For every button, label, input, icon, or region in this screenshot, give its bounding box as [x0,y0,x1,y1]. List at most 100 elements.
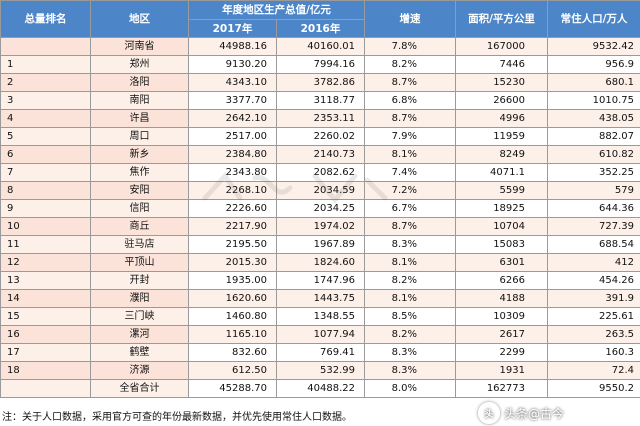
cell-area: 1931 [455,361,548,380]
cell-population: 680.1 [547,73,640,92]
cell-growth: 7.9% [364,127,456,146]
cell-region: 开封 [90,271,189,290]
cell-population: 263.5 [547,325,640,344]
cell-area: 4188 [455,289,548,308]
cell-gdp-2017: 1460.80 [188,307,277,326]
cell-rank: 1 [0,55,91,74]
cell-area: 6301 [455,253,548,272]
cell-area: 7446 [455,55,548,74]
cell-area: 10309 [455,307,548,326]
cell-population: 454.26 [547,271,640,290]
cell-gdp-2016: 3118.77 [276,91,365,110]
cell-gdp-2017: 2217.90 [188,217,277,236]
cell-gdp-2016: 2034.59 [276,181,365,200]
cell-population: 9550.2 [547,379,640,398]
table-row: 9 信阳 2226.60 2034.25 6.7% 18925 644.36 [0,199,640,218]
cell-gdp-2016: 1967.89 [276,235,365,254]
cell-growth: 7.2% [364,181,456,200]
cell-region: 周口 [90,127,189,146]
cell-region: 许昌 [90,109,189,128]
table-row: 全省合计 45288.70 40488.22 8.0% 162773 9550.2 [0,379,640,398]
cell-area: 15230 [455,73,548,92]
cell-region: 南阳 [90,91,189,110]
table-row: 1 郑州 9130.20 7994.16 8.2% 7446 956.9 [0,55,640,74]
cell-region: 安阳 [90,181,189,200]
cell-growth: 8.3% [364,361,456,380]
cell-area: 8249 [455,145,548,164]
cell-population: 225.61 [547,307,640,326]
cell-growth: 6.7% [364,199,456,218]
gdp-table: 总量排名 地区 年度地区生产总值/亿元 增速 面积/平方公里 常住人口/万人 2… [0,0,640,398]
brand-watermark-text: 头条@古今 [504,406,565,421]
cell-gdp-2017: 4343.10 [188,73,277,92]
cell-region: 漯河 [90,325,189,344]
cell-population: 644.36 [547,199,640,218]
cell-rank [0,37,91,56]
cell-gdp-2017: 832.60 [188,343,277,362]
cell-region: 洛阳 [90,73,189,92]
table-row: 河南省 44988.16 40160.01 7.8% 167000 9532.42 [0,37,640,56]
cell-region: 济源 [90,361,189,380]
table-row: 15 三门峡 1460.80 1348.55 8.5% 10309 225.61 [0,307,640,326]
table-row: 13 开封 1935.00 1747.96 8.2% 6266 454.26 [0,271,640,290]
cell-area: 4996 [455,109,548,128]
cell-growth: 8.7% [364,73,456,92]
cell-region: 商丘 [90,217,189,236]
header-region: 地区 [90,0,189,38]
table-row: 7 焦作 2343.80 2082.62 7.4% 4071.1 352.25 [0,163,640,182]
cell-region: 新乡 [90,145,189,164]
table-row: 18 济源 612.50 532.99 8.3% 1931 72.4 [0,361,640,380]
cell-growth: 8.7% [364,217,456,236]
cell-area: 6266 [455,271,548,290]
cell-population: 9532.42 [547,37,640,56]
cell-population: 579 [547,181,640,200]
cell-growth: 8.2% [364,271,456,290]
cell-growth: 7.8% [364,37,456,56]
cell-area: 5599 [455,181,548,200]
cell-population: 610.82 [547,145,640,164]
cell-rank: 10 [0,217,91,236]
cell-gdp-2017: 2226.60 [188,199,277,218]
header-year-2016: 2016年 [276,19,365,38]
brand-watermark: 头 头条@古今 [478,402,564,424]
cell-region: 驻马店 [90,235,189,254]
table-row: 2 洛阳 4343.10 3782.86 8.7% 15230 680.1 [0,73,640,92]
cell-population: 882.07 [547,127,640,146]
cell-gdp-2016: 40488.22 [276,379,365,398]
cell-growth: 8.7% [364,109,456,128]
cell-gdp-2017: 2384.80 [188,145,277,164]
cell-gdp-2017: 1620.60 [188,289,277,308]
cell-gdp-2016: 2260.02 [276,127,365,146]
header-year-2017: 2017年 [188,19,277,38]
table-row: 14 濮阳 1620.60 1443.75 8.1% 4188 391.9 [0,289,640,308]
cell-region: 三门峡 [90,307,189,326]
cell-gdp-2016: 769.41 [276,343,365,362]
cell-population: 391.9 [547,289,640,308]
cell-rank: 3 [0,91,91,110]
table-header: 总量排名 地区 年度地区生产总值/亿元 增速 面积/平方公里 常住人口/万人 2… [0,0,640,38]
cell-growth: 8.1% [364,289,456,308]
cell-rank: 7 [0,163,91,182]
cell-gdp-2017: 2517.00 [188,127,277,146]
cell-region: 河南省 [90,37,189,56]
cell-population: 1010.75 [547,91,640,110]
cell-gdp-2016: 532.99 [276,361,365,380]
table-row: 8 安阳 2268.10 2034.59 7.2% 5599 579 [0,181,640,200]
cell-population: 412 [547,253,640,272]
cell-rank: 17 [0,343,91,362]
cell-growth: 8.2% [364,325,456,344]
table-row: 3 南阳 3377.70 3118.77 6.8% 26600 1010.75 [0,91,640,110]
cell-area: 2617 [455,325,548,344]
cell-gdp-2016: 7994.16 [276,55,365,74]
cell-population: 688.54 [547,235,640,254]
cell-gdp-2017: 1935.00 [188,271,277,290]
cell-region: 濮阳 [90,289,189,308]
cell-growth: 8.5% [364,307,456,326]
cell-growth: 8.1% [364,145,456,164]
cell-population: 956.9 [547,55,640,74]
cell-area: 162773 [455,379,548,398]
cell-gdp-2017: 2268.10 [188,181,277,200]
cell-rank: 6 [0,145,91,164]
table-row: 12 平顶山 2015.30 1824.60 8.1% 6301 412 [0,253,640,272]
cell-rank: 14 [0,289,91,308]
